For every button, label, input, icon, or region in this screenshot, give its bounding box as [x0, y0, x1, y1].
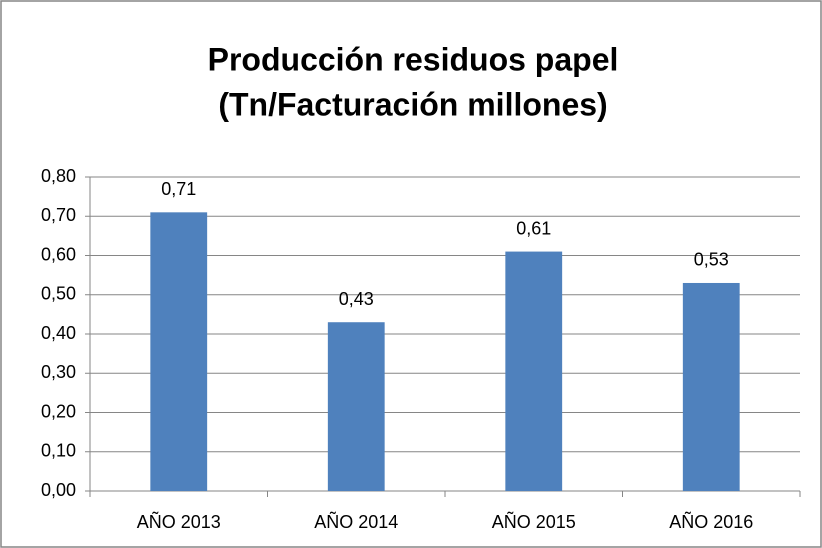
data-label: 0,53: [694, 250, 729, 270]
x-tick-label: AÑO 2015: [492, 511, 576, 532]
y-tick-label: 0,20: [41, 401, 76, 421]
y-tick-label: 0,70: [41, 205, 76, 225]
data-label: 0,71: [161, 179, 196, 199]
y-tick-label: 0,00: [41, 480, 76, 500]
y-tick-label: 0,30: [41, 362, 76, 382]
bar: [150, 212, 208, 491]
x-tick-label: AÑO 2016: [669, 511, 753, 532]
y-tick-label: 0,80: [41, 166, 76, 186]
bar: [505, 251, 563, 491]
chart-title: Producción residuos papel: [208, 41, 619, 77]
bar: [682, 282, 740, 491]
x-tick-label: AÑO 2013: [137, 511, 221, 532]
y-tick-label: 0,50: [41, 284, 76, 304]
bar: [327, 322, 385, 491]
y-tick-label: 0,60: [41, 244, 76, 264]
y-tick-label: 0,40: [41, 323, 76, 343]
data-label: 0,61: [516, 218, 551, 238]
chart-title: (Tn/Facturación millones): [218, 86, 607, 122]
y-tick-label: 0,10: [41, 441, 76, 461]
x-tick-label: AÑO 2014: [314, 511, 398, 532]
data-label: 0,43: [339, 289, 374, 309]
